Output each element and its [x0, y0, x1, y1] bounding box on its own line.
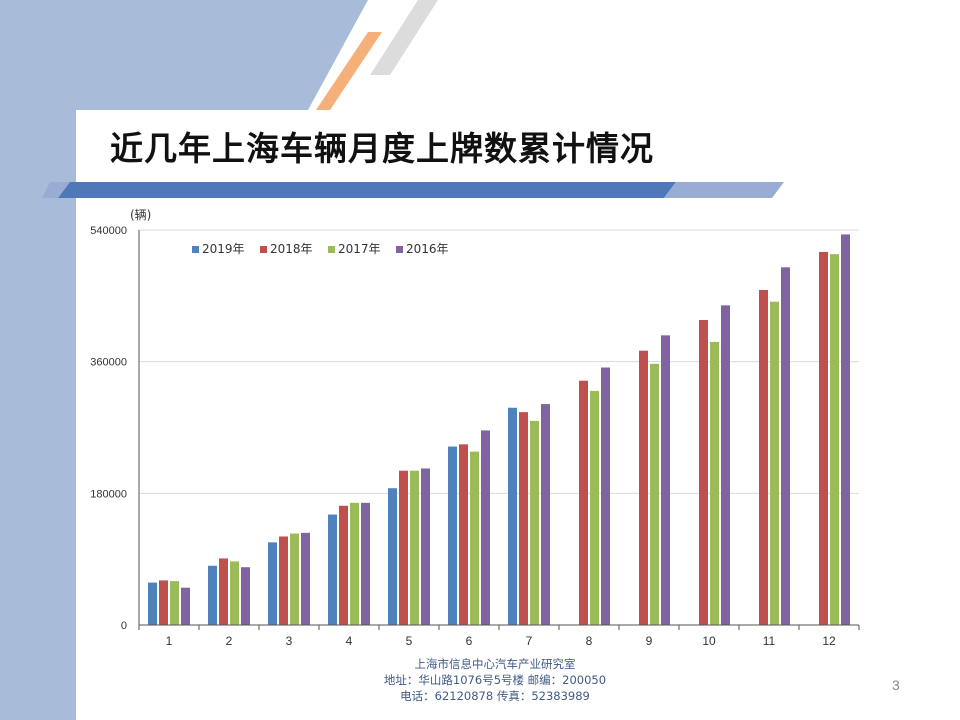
slide-title: 近几年上海车辆月度上牌数累计情况 [110, 129, 654, 168]
y-axis-unit-label: (辆) [130, 208, 151, 222]
left-decor-band [0, 0, 76, 720]
bar [770, 301, 779, 625]
x-tick-label: 9 [646, 634, 653, 648]
bar [230, 561, 239, 625]
legend-swatch [192, 246, 199, 253]
bar [781, 267, 790, 625]
bar [508, 407, 517, 625]
y-tick-label: 180000 [90, 488, 127, 500]
bar [388, 488, 397, 625]
bar [339, 505, 348, 625]
x-tick-label: 6 [466, 634, 473, 648]
legend-swatch [260, 246, 267, 253]
bar [170, 581, 179, 625]
bar [279, 536, 288, 625]
legend-label: 2017年 [338, 242, 381, 256]
x-tick-label: 10 [702, 634, 716, 648]
chart-legend: 2019年 2018年 2017年 2016年 [192, 242, 449, 256]
bar [301, 532, 310, 625]
bar [721, 305, 730, 625]
bar [290, 533, 299, 625]
bar [541, 404, 550, 625]
footer-org: 上海市信息中心汽车产业研究室 [414, 657, 576, 671]
bar [590, 390, 599, 625]
title-card [76, 110, 960, 192]
bar [448, 446, 457, 625]
bar [328, 514, 337, 625]
bar [399, 470, 408, 625]
y-tick-label: 360000 [90, 357, 127, 369]
bar [639, 350, 648, 625]
x-tick-label: 7 [526, 634, 533, 648]
bar [530, 420, 539, 625]
legend-label: 2018年 [270, 242, 313, 256]
page-number: 3 [892, 677, 900, 693]
bar [148, 582, 157, 625]
y-tick-label: 0 [121, 620, 127, 632]
bar [699, 319, 708, 625]
x-tick-label: 12 [822, 634, 836, 648]
x-tick-label: 4 [346, 634, 353, 648]
bar [819, 251, 828, 625]
bar [710, 341, 719, 625]
bar [208, 565, 217, 625]
bar [759, 289, 768, 625]
bar [519, 412, 528, 625]
bar [159, 580, 168, 625]
footer-phone: 电话：62120878 传真：52383989 [400, 689, 590, 703]
bar [410, 470, 419, 625]
bar [268, 542, 277, 625]
x-tick-label: 8 [586, 634, 593, 648]
legend-label: 2019年 [202, 242, 245, 256]
bar [361, 502, 370, 625]
legend-label: 2016年 [406, 242, 449, 256]
chart-gridlines [139, 229, 859, 494]
bar [481, 430, 490, 625]
bar [650, 363, 659, 625]
legend-swatch [396, 246, 403, 253]
bar [350, 502, 359, 625]
bar [579, 380, 588, 625]
x-tick-label: 3 [286, 634, 293, 648]
footer-address: 地址：华山路1076号5号楼 邮编：200050 [383, 673, 607, 687]
bar [841, 234, 850, 625]
legend-swatch [328, 246, 335, 253]
bar [830, 254, 839, 625]
bar [421, 468, 430, 625]
x-tick-label: 11 [763, 634, 776, 648]
bar [181, 587, 190, 625]
bar [470, 451, 479, 625]
bar [219, 558, 228, 625]
y-tick-label: 540000 [90, 225, 127, 237]
bar [459, 444, 468, 625]
bar [661, 335, 670, 625]
x-tick-label: 1 [166, 634, 173, 648]
bar [601, 367, 610, 625]
x-tick-label: 5 [406, 634, 413, 648]
bar [241, 567, 250, 625]
x-tick-label: 2 [226, 634, 233, 648]
chart-bars [148, 234, 850, 625]
footer-contact: 上海市信息中心汽车产业研究室 地址：华山路1076号5号楼 邮编：200050 … [300, 656, 690, 704]
